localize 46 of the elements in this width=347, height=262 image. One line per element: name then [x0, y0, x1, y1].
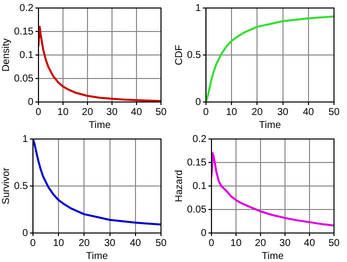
y-tick-label: 0.1	[192, 180, 207, 192]
y-axis-title: Survivor	[0, 167, 12, 204]
x-tick-label: 20	[252, 106, 264, 118]
y-tick-label: 0.2	[20, 2, 34, 14]
x-tick-label: 50	[328, 106, 340, 118]
x-tick-label: 10	[230, 238, 242, 249]
y-tick-label: 0.5	[186, 50, 202, 61]
x-tick-label: 0	[208, 238, 215, 249]
x-tick-label: 30	[106, 106, 118, 118]
y-tick-label: 0	[195, 96, 202, 108]
y-tick-label: 0.15	[14, 26, 34, 38]
x-tick-label: 10	[57, 106, 69, 118]
y-tick-label: 0.15	[186, 157, 207, 168]
x-axis-title: Time	[262, 250, 284, 262]
x-tick-label: 10	[52, 238, 65, 249]
y-tick-label: 0.5	[14, 180, 28, 192]
x-tick-label: 20	[78, 238, 90, 249]
x-axis-title: Time	[88, 120, 112, 131]
x-tick-label: 40	[304, 238, 316, 249]
y-tick-label: 0.1	[20, 50, 34, 61]
x-tick-label: 30	[279, 238, 291, 249]
y-tick-label: 0	[22, 228, 28, 239]
x-axis-title: Time	[86, 250, 108, 262]
x-tick-label: 40	[302, 106, 314, 118]
x-axis-title: Time	[259, 120, 282, 131]
y-axis-title: CDF	[174, 44, 185, 66]
y-tick-label: 0.05	[14, 73, 34, 84]
y-tick-label: 0	[200, 228, 207, 239]
y-tick-label: 0.2	[192, 134, 207, 145]
x-tick-label: 10	[226, 106, 238, 118]
x-tick-label: 20	[254, 238, 266, 249]
x-tick-label: 30	[104, 238, 116, 249]
y-axis-title: Hazard	[174, 170, 185, 202]
x-tick-label: 30	[277, 106, 289, 118]
y-tick-label: 0	[28, 96, 34, 108]
y-tick-label: 1	[195, 2, 202, 14]
x-tick-label: 40	[130, 238, 142, 249]
x-tick-label: 0	[36, 106, 42, 118]
y-axis-title: Density	[0, 38, 12, 72]
y-tick-label: 0.05	[186, 204, 207, 216]
y-tick-label: 1	[22, 134, 28, 145]
x-tick-label: 50	[328, 238, 340, 249]
x-tick-label: 20	[82, 106, 94, 118]
x-tick-label: 40	[130, 106, 142, 118]
x-tick-label: 50	[155, 106, 167, 118]
x-tick-label: 50	[155, 238, 167, 249]
